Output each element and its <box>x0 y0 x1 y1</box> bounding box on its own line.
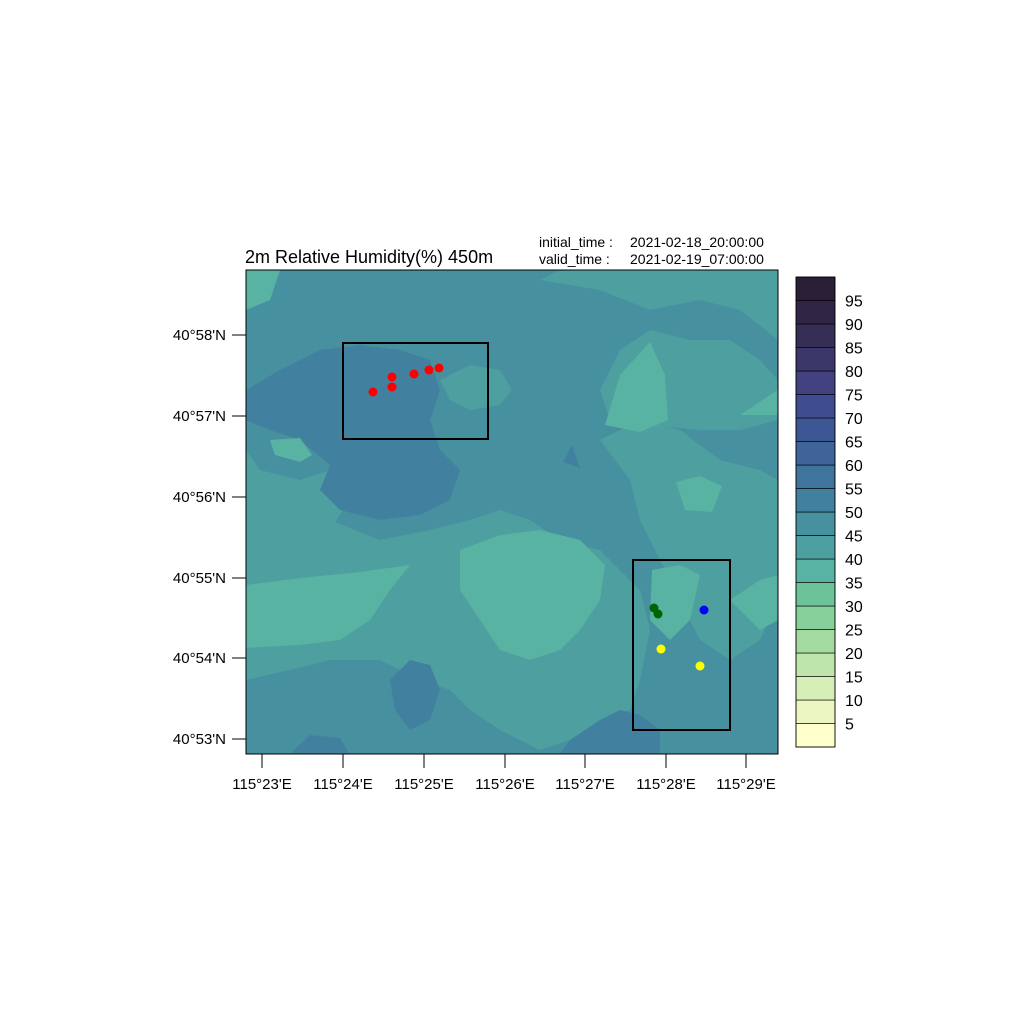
field-band-55-60 <box>290 735 350 754</box>
colorbar-swatch <box>795 511 836 536</box>
lon-tick-label: 115°24'E <box>313 776 372 793</box>
colorbar-label: 45 <box>845 529 863 546</box>
colorbar-swatch <box>795 323 836 348</box>
field-band-40-45 <box>740 390 778 415</box>
colorbar-label: 65 <box>845 435 863 452</box>
lon-tick-label: 115°25'E <box>394 776 453 793</box>
colorbar-swatch <box>795 535 836 560</box>
lat-tick-label: 40°57'N <box>173 408 226 425</box>
colorbar-label: 70 <box>845 411 863 428</box>
lon-tick-label: 115°26'E <box>475 776 534 793</box>
map-title: 2m Relative Humidity(%) 450m <box>245 247 493 267</box>
red-marker <box>424 365 434 375</box>
lat-tick-label: 40°54'N <box>173 650 226 667</box>
field-band-40-45 <box>605 342 668 432</box>
field-band-40-45 <box>460 530 605 660</box>
colorbar-label: 5 <box>845 717 854 734</box>
longitude-axis: 115°23'E 115°24'E 115°25'E 115°26'E 115°27'E… <box>232 754 776 793</box>
station-markers <box>368 363 709 671</box>
colorbar-swatch <box>795 370 836 395</box>
field-band-40-45 <box>246 270 280 310</box>
colorbar-label: 35 <box>845 576 863 593</box>
colorbar-label: 15 <box>845 670 863 687</box>
lon-tick-label: 115°23'E <box>232 776 291 793</box>
red-marker <box>387 372 397 382</box>
colorbar-label: 30 <box>845 599 863 616</box>
field-band-40-45 <box>676 476 722 512</box>
colorbar-label: 25 <box>845 623 863 640</box>
lon-tick-label: 115°29'E <box>716 776 775 793</box>
colorbar-swatch <box>795 417 836 442</box>
colorbar-swatch <box>795 300 836 325</box>
colorbar-swatch <box>795 723 836 748</box>
red-marker <box>387 382 397 392</box>
lon-tick-label: 115°27'E <box>555 776 614 793</box>
colorbar-label: 50 <box>845 505 863 522</box>
blue-marker <box>699 605 709 615</box>
latitude-axis: 40°58'N 40°57'N 40°56'N 40°55'N 40°54'N 40°53… <box>173 327 246 748</box>
colorbar-label: 90 <box>845 317 863 334</box>
lat-tick-label: 40°56'N <box>173 489 226 506</box>
red-marker <box>409 369 419 379</box>
colorbar-label: 55 <box>845 482 863 499</box>
valid-time-label: valid_time : <box>539 251 610 267</box>
colorbar-label: 20 <box>845 646 863 663</box>
lat-tick-label: 40°58'N <box>173 327 226 344</box>
colorbar-swatch <box>795 629 836 654</box>
field-band-55-60 <box>390 660 440 730</box>
colorbar-swatch <box>795 676 836 701</box>
field-band-45-50 <box>540 270 778 340</box>
region-box-southeast <box>632 559 731 731</box>
colorbar: 95 90 85 80 75 70 65 60 55 50 45 40 35 30 25 20 15 10 5 <box>795 276 863 748</box>
lon-tick-label: 115°28'E <box>636 776 695 793</box>
valid-time-value: 2021-02-19_07:00:00 <box>630 251 764 267</box>
colorbar-label: 80 <box>845 364 863 381</box>
colorbar-label: 40 <box>845 552 863 569</box>
yellow-marker <box>656 644 666 654</box>
field-band-40-45 <box>246 565 410 648</box>
colorbar-swatch <box>795 441 836 466</box>
colorbar-swatch <box>795 464 836 489</box>
field-band-40-45 <box>270 438 312 462</box>
colorbar-swatch <box>795 699 836 724</box>
lat-tick-label: 40°53'N <box>173 731 226 748</box>
lat-tick-label: 40°55'N <box>173 570 226 587</box>
region-box-northwest <box>342 342 489 440</box>
red-marker <box>368 387 378 397</box>
colorbar-swatch <box>795 488 836 513</box>
field-band-55-60 <box>563 445 580 468</box>
map-frame <box>245 269 779 755</box>
colorbar-swatch <box>795 347 836 372</box>
green-marker <box>653 609 663 619</box>
colorbar-frame <box>795 276 836 748</box>
field-band-55-60 <box>560 710 660 754</box>
colorbar-swatch <box>795 605 836 630</box>
colorbar-label: 85 <box>845 341 863 358</box>
colorbar-swatch <box>795 558 836 583</box>
field-band-55-60 <box>246 345 460 520</box>
colorbar-label: 75 <box>845 388 863 405</box>
colorbar-label: 10 <box>845 693 863 710</box>
colorbar-swatch <box>795 652 836 677</box>
initial-time-value: 2021-02-18_20:00:00 <box>630 234 764 250</box>
colorbar-swatch <box>795 276 836 301</box>
field-band-40-45 <box>650 565 700 640</box>
field-band-40-45 <box>730 575 778 630</box>
colorbar-label: 95 <box>845 294 863 311</box>
yellow-marker <box>695 661 705 671</box>
colorbar-swatch <box>795 582 836 607</box>
initial-time-label: initial_time : <box>539 234 613 250</box>
colorbar-swatch <box>795 394 836 419</box>
colorbar-label: 60 <box>845 458 863 475</box>
humidity-field <box>246 270 778 754</box>
field-band-45-50 <box>440 365 512 410</box>
red-marker <box>434 363 444 373</box>
